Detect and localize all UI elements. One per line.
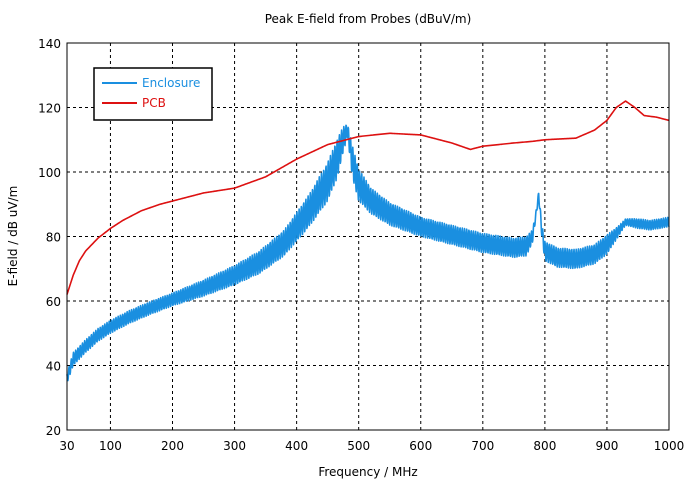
y-axis-label: E-field / dB uV/m bbox=[6, 186, 20, 287]
x-tick-label: 400 bbox=[285, 439, 308, 453]
x-tick-label: 700 bbox=[471, 439, 494, 453]
x-tick-label: 600 bbox=[409, 439, 432, 453]
x-tick-label: 200 bbox=[161, 439, 184, 453]
x-tick-label: 1000 bbox=[654, 439, 685, 453]
y-tick-label: 100 bbox=[38, 166, 61, 180]
chart-title: Peak E-field from Probes (dBuV/m) bbox=[265, 12, 472, 26]
y-tick-label: 140 bbox=[38, 37, 61, 51]
series-line-pcb bbox=[66, 100, 670, 295]
x-tick-label: 800 bbox=[533, 439, 556, 453]
plot-frame bbox=[66, 42, 670, 431]
x-tick-label: 500 bbox=[347, 439, 370, 453]
y-tick-label: 20 bbox=[46, 424, 61, 438]
x-tick-label: 900 bbox=[595, 439, 618, 453]
x-tick-label: 100 bbox=[99, 439, 122, 453]
y-tick-label: 40 bbox=[46, 360, 61, 374]
x-axis-label: Frequency / MHz bbox=[318, 465, 417, 479]
x-tick-label: 300 bbox=[223, 439, 246, 453]
series-line-enclosure bbox=[66, 124, 670, 382]
y-axis: 20 40 60 80 100 120 140 bbox=[38, 37, 61, 438]
legend-label: PCB bbox=[142, 96, 166, 110]
y-tick-label: 80 bbox=[46, 231, 61, 245]
legend: Enclosure PCB bbox=[93, 67, 213, 121]
x-axis: 30 100 200 300 400 500 600 700 800 900 1000 bbox=[59, 439, 684, 453]
x-tick-label: 30 bbox=[59, 439, 74, 453]
legend-box bbox=[93, 67, 213, 121]
legend-label: Enclosure bbox=[142, 76, 200, 90]
plot-area bbox=[66, 100, 670, 382]
y-tick-label: 60 bbox=[46, 295, 61, 309]
y-tick-label: 120 bbox=[38, 102, 61, 116]
